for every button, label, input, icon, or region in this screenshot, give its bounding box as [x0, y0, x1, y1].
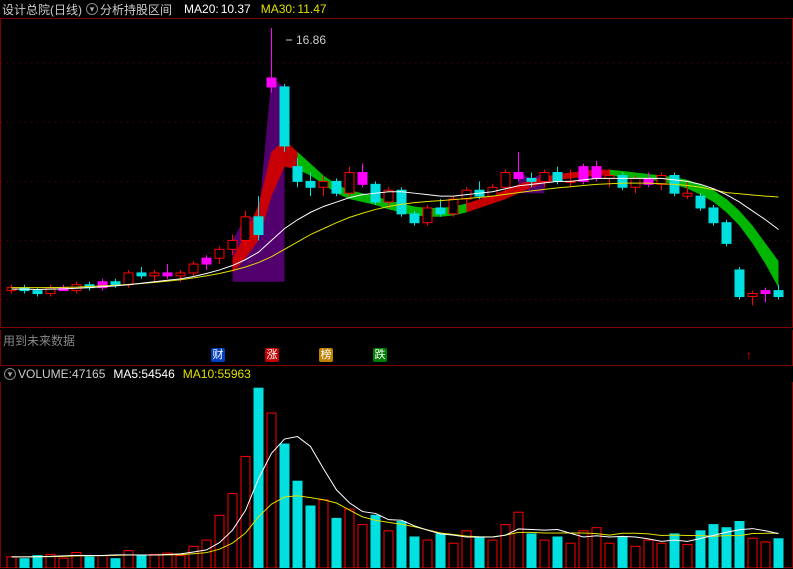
ma20-label: MA20: — [184, 2, 219, 16]
ma10-value: 55963 — [217, 367, 250, 381]
badges-row: 财涨榜跌 — [211, 348, 387, 362]
volume-chart[interactable] — [0, 382, 793, 568]
badge-涨: 涨 — [265, 348, 279, 362]
badge-榜: 榜 — [319, 348, 333, 362]
ma30-value: 11.47 — [297, 2, 326, 16]
up-arrow-icon: ↑ — [746, 348, 752, 362]
badge-财: 财 — [211, 348, 225, 362]
mid-indicator-strip: 用到未来数据 财 涨 榜 跌 ↑ — [0, 330, 793, 366]
volume-header: ▾ VOLUME: 47165 MA5: 54546 MA10: 55963 — [0, 366, 793, 382]
mid-strip-label: 用到未来数据 — [3, 332, 75, 349]
volume-label: VOLUME: — [18, 367, 72, 381]
stock-title: 设计总院(日线) — [2, 1, 82, 18]
ma30-label: MA30: — [261, 2, 296, 16]
chevron-down-icon[interactable]: ▾ — [86, 3, 98, 15]
ma5-label: MA5: — [113, 367, 141, 381]
indicator-name: 分析持股区间 — [100, 1, 172, 18]
ma20-value: 10.37 — [221, 2, 251, 16]
ma10-label: MA10: — [183, 367, 218, 381]
volume-value: 47165 — [72, 367, 105, 381]
chevron-down-icon[interactable]: ▾ — [4, 368, 16, 380]
badge-跌: 跌 — [373, 348, 387, 362]
main-chart-header: 设计总院(日线) ▾ 分析持股区间 MA20: 10.37 MA30: 11.4… — [0, 0, 793, 18]
ma5-value: 54546 — [141, 367, 174, 381]
candlestick-chart[interactable]: 16.86 — [0, 18, 793, 328]
svg-text:16.86: 16.86 — [296, 33, 326, 47]
